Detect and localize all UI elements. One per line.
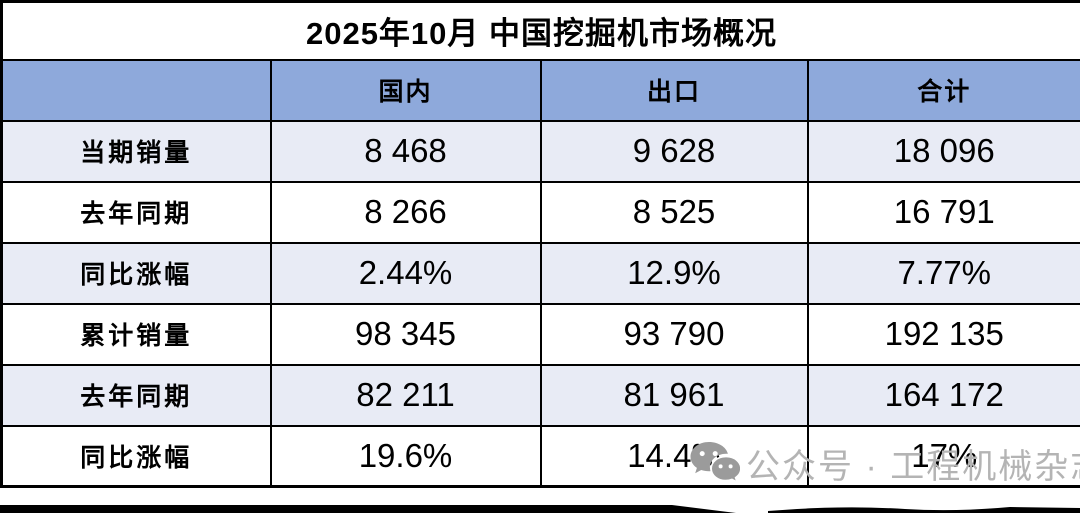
row-label: 当期销量: [0, 119, 272, 183]
value-cell: 164 172: [806, 363, 1080, 427]
value-cell: 12.9%: [539, 241, 809, 305]
excavator-market-table: 2025年10月 中国挖掘机市场概况 国内 出口 合计 当期销量 8 468 9…: [0, 0, 1080, 488]
row-label: 去年同期: [0, 180, 272, 244]
header-cell-export: 出口: [539, 58, 809, 122]
row-label: 累计销量: [0, 302, 272, 366]
value-cell: 8 525: [539, 180, 809, 244]
value-cell: 93 790: [539, 302, 809, 366]
row-label: 同比涨幅: [0, 424, 272, 488]
value-cell: 82 211: [269, 363, 542, 427]
value-cell: 16 791: [806, 180, 1080, 244]
value-cell: 2.44%: [269, 241, 542, 305]
table-row: 同比涨幅 2.44% 12.9% 7.77%: [0, 241, 1080, 305]
table-title: 2025年10月 中国挖掘机市场概况: [0, 0, 1080, 61]
row-label: 同比涨幅: [0, 241, 272, 305]
value-cell: 17%: [806, 424, 1080, 488]
table-row: 累计销量 98 345 93 790 192 135: [0, 302, 1080, 366]
header-cell-domestic: 国内: [269, 58, 542, 122]
value-cell: 9 628: [539, 119, 809, 183]
value-cell: 192 135: [806, 302, 1080, 366]
header-cell-empty: [0, 58, 272, 122]
value-cell: 14.4%: [539, 424, 809, 488]
value-cell: 19.6%: [269, 424, 542, 488]
row-label: 去年同期: [0, 363, 272, 427]
header-cell-total: 合计: [806, 58, 1080, 122]
table-title-row: 2025年10月 中国挖掘机市场概况: [0, 0, 1080, 61]
table-row: 去年同期 82 211 81 961 164 172: [0, 363, 1080, 427]
value-cell: 7.77%: [806, 241, 1080, 305]
value-cell: 8 266: [269, 180, 542, 244]
table-row: 同比涨幅 19.6% 14.4% 17%: [0, 424, 1080, 488]
value-cell: 18 096: [806, 119, 1080, 183]
bottom-ink-bar: [0, 505, 1080, 513]
table-row: 去年同期 8 266 8 525 16 791: [0, 180, 1080, 244]
value-cell: 98 345: [269, 302, 542, 366]
value-cell: 81 961: [539, 363, 809, 427]
table-header-row: 国内 出口 合计: [0, 58, 1080, 122]
table-row: 当期销量 8 468 9 628 18 096: [0, 119, 1080, 183]
value-cell: 8 468: [269, 119, 542, 183]
